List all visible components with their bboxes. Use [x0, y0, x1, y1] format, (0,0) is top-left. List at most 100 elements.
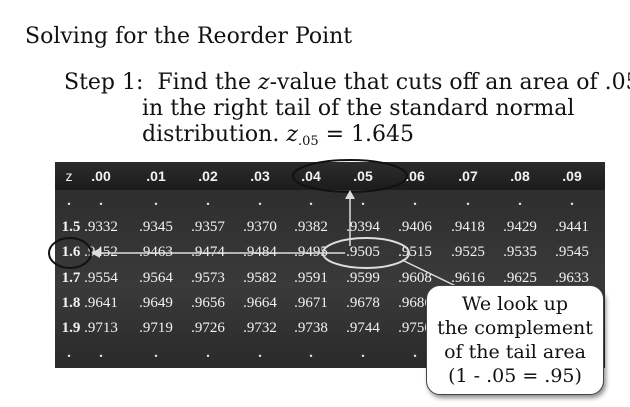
table-cell: .9649 [139, 295, 173, 311]
table-cell: .9554 [84, 270, 118, 286]
table-cell: .9713 [84, 320, 118, 336]
ellipsis-dot: . [258, 345, 262, 361]
step-text-b: -value that cuts off an area of .05 [269, 70, 630, 95]
table-cell: .9382 [294, 219, 328, 235]
z-value: = 1.645 [318, 122, 415, 147]
table-cell: .9641 [84, 295, 118, 311]
row-z-label: 1.8 [61, 295, 81, 311]
step-line-1: Step 1: Find the z-value that cuts off a… [64, 70, 630, 96]
row-z-label: 1.7 [61, 270, 81, 286]
ellipsis-dot: . [206, 193, 210, 209]
step-line-3: distribution. z.05 = 1.645 [64, 122, 604, 155]
ellipsis-dot: . [570, 193, 574, 209]
ellipsis-dot: . [466, 193, 470, 209]
table-cell: .9463 [139, 244, 173, 260]
table-cell: .9678 [346, 295, 380, 311]
column-header-7: .07 [458, 168, 478, 184]
table-cell: .9429 [503, 219, 537, 235]
ellipsis-dot: . [309, 345, 313, 361]
table-cell: .9732 [243, 320, 277, 336]
table-cell: .9406 [398, 219, 432, 235]
ellipsis-dot: . [518, 193, 522, 209]
table-cell: .9484 [243, 244, 277, 260]
table-cell: .9525 [451, 244, 485, 260]
ellipsis-dot: . [154, 193, 158, 209]
ellipsis-dot: . [154, 345, 158, 361]
table-cell: .9616 [451, 270, 485, 286]
table-cell: .9656 [191, 295, 225, 311]
table-cell: .9599 [346, 270, 380, 286]
z-column-header: z [65, 168, 73, 184]
step-text-a: Find the [157, 70, 258, 95]
callout-line-4: (1 - .05 = .95) [448, 365, 582, 387]
column-header-1: .01 [146, 168, 166, 184]
table-cell: .9495 [294, 244, 328, 260]
column-header-3: .03 [250, 168, 270, 184]
column-05-highlight-ellipse [292, 159, 408, 193]
column-header-5: .05 [353, 168, 373, 184]
table-cell: .9357 [191, 219, 225, 235]
ellipsis-dot: . [206, 345, 210, 361]
table-cell: .9671 [294, 295, 328, 311]
table-cell: .9505 [346, 244, 380, 260]
table-cell: .9545 [555, 244, 589, 260]
table-cell: .9738 [294, 320, 328, 336]
column-header-0: .00 [91, 168, 111, 184]
table-cell: .9744 [346, 320, 380, 336]
ellipsis-dot: . [99, 193, 103, 209]
table-cell: .9719 [139, 320, 173, 336]
table-cell: .9726 [191, 320, 225, 336]
table-cell: .9564 [139, 270, 173, 286]
complement-callout: We look up the complement of the tail ar… [426, 285, 604, 395]
ellipsis-dot: . [258, 193, 262, 209]
z-subscript: .05 [297, 134, 319, 149]
table-cell: .9474 [191, 244, 225, 260]
column-header-8: .08 [510, 168, 530, 184]
vertical-arrow-head [345, 190, 355, 199]
ellipsis-dot: . [309, 193, 313, 209]
table-cell: .9625 [503, 270, 537, 286]
table-cell: .9394 [346, 219, 380, 235]
row-z-label: 1.9 [61, 320, 81, 336]
ellipsis-dot: . [413, 345, 417, 361]
callout-line-2: the complement [437, 317, 593, 339]
callout-line-1: We look up [461, 293, 569, 315]
ellipsis-dot: . [413, 193, 417, 209]
column-header-4: .04 [301, 168, 321, 184]
page-title: Solving for the Reorder Point [25, 24, 353, 49]
column-header-2: .02 [198, 168, 218, 184]
table-cell: .9608 [398, 270, 432, 286]
ellipsis-dot: . [361, 345, 365, 361]
horizontal-arrow-head [91, 248, 100, 258]
column-header-9: .09 [562, 168, 582, 184]
row-z-label: 1.5 [61, 219, 81, 235]
callout-leader-line [401, 259, 463, 290]
row-z-label: 1.6 [61, 244, 81, 260]
table-cell: .9591 [294, 270, 328, 286]
table-cell: .9441 [555, 219, 589, 235]
table-cell: .9582 [243, 270, 277, 286]
step-1-text: Step 1: Find the z-value that cuts off a… [64, 70, 630, 155]
table-cell: .9370 [243, 219, 277, 235]
row-16-highlight-ellipse [48, 237, 92, 269]
z-table-header [55, 162, 605, 190]
table-cell: .9452 [84, 244, 118, 260]
table-cell: .9750 [398, 320, 432, 336]
ellipsis-dot: . [67, 193, 71, 209]
z-variable-2: z [286, 122, 298, 147]
step-label: Step 1: [64, 70, 144, 95]
ellipsis-dot: . [361, 193, 365, 209]
table-cell: .9418 [451, 219, 485, 235]
table-cell: .9345 [139, 219, 173, 235]
callout-line-3: of the tail area [444, 341, 586, 363]
table-cell: .9573 [191, 270, 225, 286]
step-line-2: in the right tail of the standard normal [142, 96, 575, 121]
table-cell: .9686 [398, 295, 432, 311]
ellipsis-dot: . [99, 345, 103, 361]
table-cell: .9332 [84, 219, 118, 235]
ellipsis-dot: . [67, 345, 71, 361]
table-cell: .9535 [503, 244, 537, 260]
column-header-6: .06 [405, 168, 425, 184]
z-variable: z [258, 70, 270, 95]
